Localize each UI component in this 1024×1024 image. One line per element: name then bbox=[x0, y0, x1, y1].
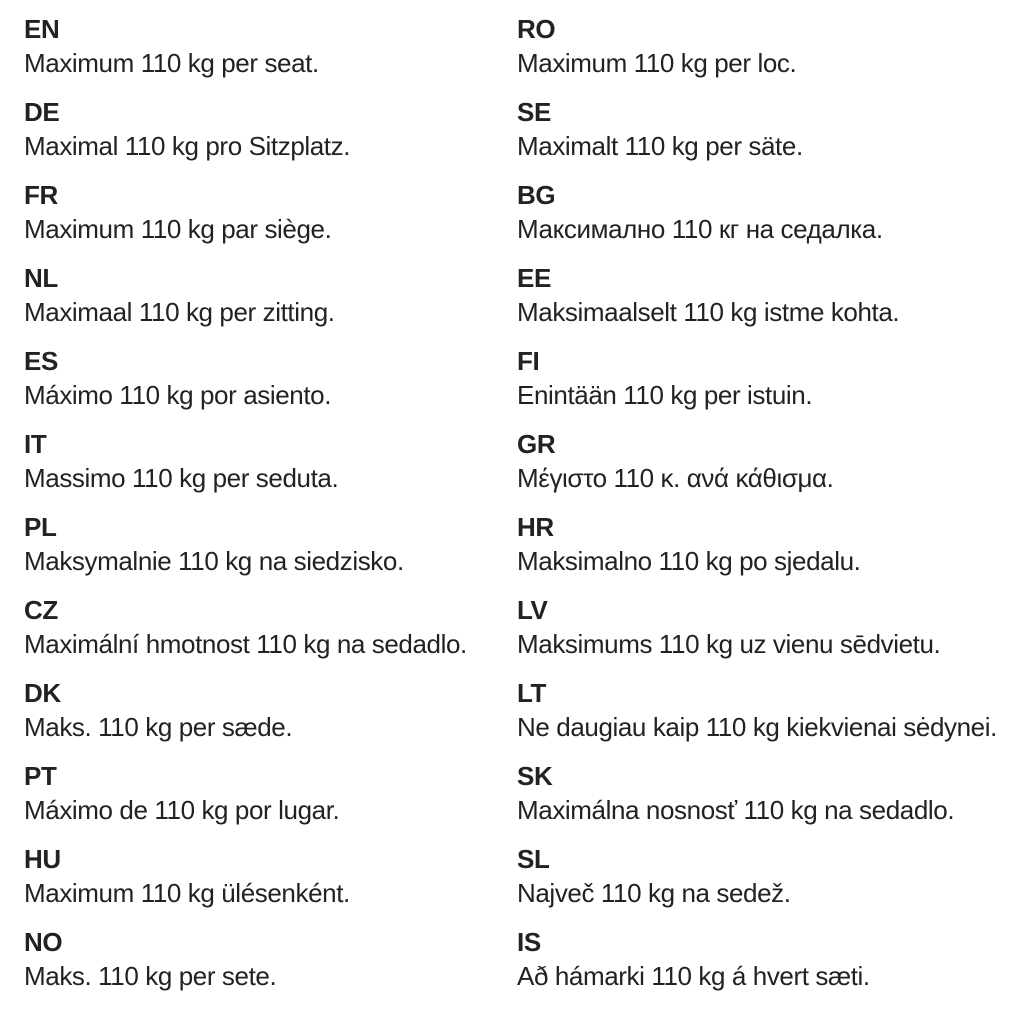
language-code: PT bbox=[24, 761, 57, 791]
translation-text: Maximálna nosnosť 110 kg na sedadlo. bbox=[517, 795, 955, 825]
translation-text: Maks. 110 kg per sæde. bbox=[24, 712, 293, 742]
language-code: EN bbox=[24, 14, 60, 44]
language-entry-dk: DK Maks. 110 kg per sæde. bbox=[24, 676, 517, 744]
translation-text: Maximální hmotnost 110 kg na sedadlo. bbox=[24, 629, 467, 659]
translation-text: Μέγιστο 110 κ. ανά κάθισμα. bbox=[517, 463, 834, 493]
language-code: LT bbox=[517, 678, 547, 708]
translation-text: Máximo de 110 kg por lugar. bbox=[24, 795, 340, 825]
language-code: HU bbox=[24, 844, 61, 874]
language-entry-es: ES Máximo 110 kg por asiento. bbox=[24, 344, 517, 412]
translation-text: Maksimalno 110 kg po sjedalu. bbox=[517, 546, 861, 576]
language-entry-fr: FR Maximum 110 kg par siège. bbox=[24, 178, 517, 246]
language-entry-en: EN Maximum 110 kg per seat. bbox=[24, 12, 517, 80]
translation-text: Enintään 110 kg per istuin. bbox=[517, 380, 813, 410]
language-entry-hr: HR Maksimalno 110 kg po sjedalu. bbox=[517, 510, 1024, 578]
translation-text: Максимално 110 кг на седалка. bbox=[517, 214, 883, 244]
translation-text: Največ 110 kg na sedež. bbox=[517, 878, 791, 908]
language-entry-pl: PL Maksymalnie 110 kg na siedzisko. bbox=[24, 510, 517, 578]
language-entry-bg: BG Максимално 110 кг на седалка. bbox=[517, 178, 1024, 246]
language-code: SL bbox=[517, 844, 550, 874]
translation-text: Maximum 110 kg ülésenként. bbox=[24, 878, 350, 908]
language-code: ES bbox=[24, 346, 58, 376]
language-code: FI bbox=[517, 346, 540, 376]
language-entry-nl: NL Maximaal 110 kg per zitting. bbox=[24, 261, 517, 329]
language-code: BG bbox=[517, 180, 556, 210]
translation-text: Maksimums 110 kg uz vienu sēdvietu. bbox=[517, 629, 941, 659]
column-right: RO Maximum 110 kg per loc. SE Maximalt 1… bbox=[517, 12, 1024, 1008]
language-entry-is: IS Að hámarki 110 kg á hvert sæti. bbox=[517, 925, 1024, 993]
language-code: IS bbox=[517, 927, 541, 957]
translation-text: Að hámarki 110 kg á hvert sæti. bbox=[517, 961, 870, 991]
language-entry-ro: RO Maximum 110 kg per loc. bbox=[517, 12, 1024, 80]
language-entry-lt: LT Ne daugiau kaip 110 kg kiekvienai sėd… bbox=[517, 676, 1024, 744]
language-code: NL bbox=[24, 263, 58, 293]
language-code: DE bbox=[24, 97, 60, 127]
language-code: HR bbox=[517, 512, 554, 542]
language-entry-ee: EE Maksimaalselt 110 kg istme kohta. bbox=[517, 261, 1024, 329]
language-entry-lv: LV Maksimums 110 kg uz vienu sēdvietu. bbox=[517, 593, 1024, 661]
language-code: SE bbox=[517, 97, 551, 127]
language-entry-cz: CZ Maximální hmotnost 110 kg na sedadlo. bbox=[24, 593, 517, 661]
language-entry-no: NO Maks. 110 kg per sete. bbox=[24, 925, 517, 993]
language-code: EE bbox=[517, 263, 551, 293]
language-code: FR bbox=[24, 180, 58, 210]
language-entry-it: IT Massimo 110 kg per seduta. bbox=[24, 427, 517, 495]
translation-text: Maximum 110 kg per seat. bbox=[24, 48, 319, 78]
language-entry-sl: SL Največ 110 kg na sedež. bbox=[517, 842, 1024, 910]
translation-text: Maksimaalselt 110 kg istme kohta. bbox=[517, 297, 900, 327]
column-left: EN Maximum 110 kg per seat. DE Maximal 1… bbox=[24, 12, 517, 1008]
translation-text: Maximal 110 kg pro Sitzplatz. bbox=[24, 131, 351, 161]
language-code: DK bbox=[24, 678, 61, 708]
language-entry-se: SE Maximalt 110 kg per säte. bbox=[517, 95, 1024, 163]
translation-text: Maximalt 110 kg per säte. bbox=[517, 131, 803, 161]
translation-text: Maximaal 110 kg per zitting. bbox=[24, 297, 335, 327]
translation-text: Máximo 110 kg por asiento. bbox=[24, 380, 332, 410]
language-code: LV bbox=[517, 595, 548, 625]
language-code: RO bbox=[517, 14, 556, 44]
language-entry-gr: GR Μέγιστο 110 κ. ανά κάθισμα. bbox=[517, 427, 1024, 495]
translation-text: Massimo 110 kg per seduta. bbox=[24, 463, 339, 493]
language-entry-pt: PT Máximo de 110 kg por lugar. bbox=[24, 759, 517, 827]
language-code: CZ bbox=[24, 595, 58, 625]
language-code: GR bbox=[517, 429, 556, 459]
language-code: NO bbox=[24, 927, 63, 957]
translation-text: Maksymalnie 110 kg na siedzisko. bbox=[24, 546, 404, 576]
language-code: SK bbox=[517, 761, 553, 791]
language-entry-fi: FI Enintään 110 kg per istuin. bbox=[517, 344, 1024, 412]
translation-text: Maks. 110 kg per sete. bbox=[24, 961, 277, 991]
language-code: PL bbox=[24, 512, 57, 542]
language-entry-de: DE Maximal 110 kg pro Sitzplatz. bbox=[24, 95, 517, 163]
translation-text: Maximum 110 kg par siège. bbox=[24, 214, 332, 244]
translation-text: Maximum 110 kg per loc. bbox=[517, 48, 797, 78]
language-entry-hu: HU Maximum 110 kg ülésenként. bbox=[24, 842, 517, 910]
language-entry-sk: SK Maximálna nosnosť 110 kg na sedadlo. bbox=[517, 759, 1024, 827]
translation-text: Ne daugiau kaip 110 kg kiekvienai sėdyne… bbox=[517, 712, 997, 742]
language-code: IT bbox=[24, 429, 47, 459]
